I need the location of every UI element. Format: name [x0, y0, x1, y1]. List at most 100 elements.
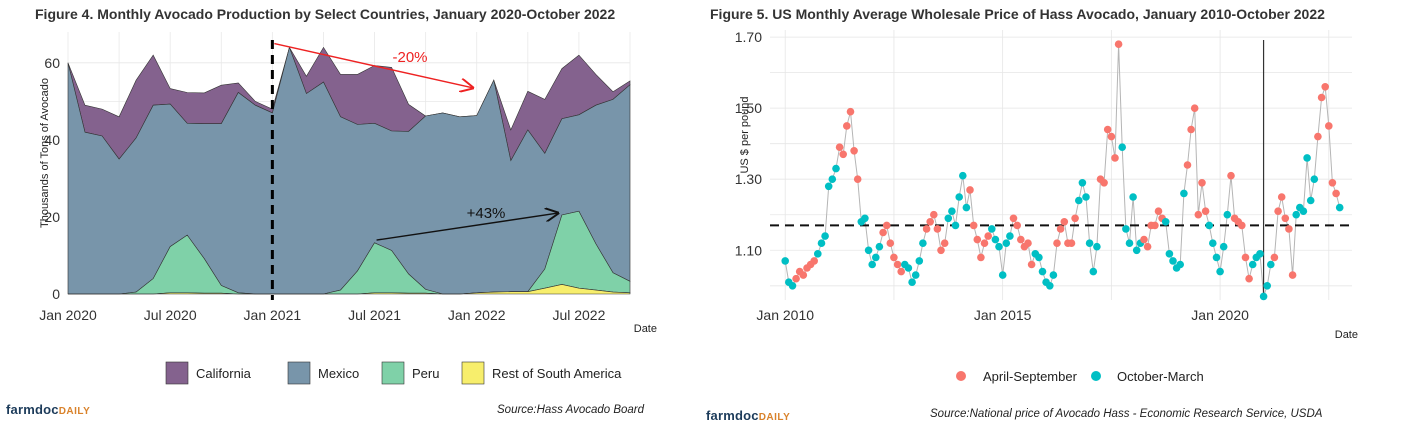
point-april-september [1111, 154, 1119, 162]
point-october-march [1078, 179, 1087, 187]
point-april-september [850, 147, 858, 155]
x-tick-label: Jan 2021 [244, 307, 302, 323]
point-october-march [1122, 225, 1130, 233]
y-tick-label: 1.50 [735, 100, 762, 116]
point-october-march [1306, 196, 1315, 205]
point-october-march [1118, 143, 1126, 151]
point-october-march [875, 242, 884, 251]
point-april-september [933, 225, 942, 233]
point-april-september [977, 253, 985, 262]
x-tick-label: Jan 2022 [448, 307, 506, 323]
figure-4-source: Source:Hass Avocado Board [497, 404, 645, 416]
point-april-september [897, 267, 905, 276]
point-october-march [1299, 207, 1308, 215]
point-october-march [995, 242, 1003, 251]
y-tick-label: 1.70 [735, 29, 762, 45]
y-tick-label: 20 [44, 209, 60, 225]
point-april-september [1154, 207, 1163, 215]
point-april-september [1053, 239, 1061, 247]
point-october-march [998, 271, 1007, 279]
legend-label: Peru [412, 366, 439, 381]
point-october-march [1256, 250, 1264, 258]
point-april-september [1325, 122, 1333, 130]
legend-swatch [461, 361, 485, 385]
point-october-march [1046, 282, 1054, 290]
point-april-september [940, 239, 949, 247]
point-october-march [1292, 210, 1300, 219]
point-april-september [984, 232, 992, 240]
point-april-september [1288, 271, 1297, 279]
point-april-september [1013, 221, 1021, 230]
area-rest-of-south-america [68, 284, 631, 295]
point-april-september [1245, 274, 1253, 283]
point-april-september [886, 239, 895, 247]
point-april-september [839, 150, 847, 159]
point-october-march [1049, 271, 1058, 279]
point-april-september [799, 271, 808, 279]
figure-5-title: Figure 5. US Monthly Average Wholesale P… [710, 6, 1325, 22]
point-april-september [1024, 239, 1032, 247]
point-april-september [1285, 225, 1293, 233]
point-april-september [1314, 132, 1322, 141]
point-october-march [1165, 250, 1174, 258]
point-october-march [948, 207, 956, 215]
point-april-september [1194, 210, 1203, 219]
x-tick-label: Jul 2021 [348, 307, 401, 323]
point-october-march [1038, 267, 1047, 276]
point-april-september [1140, 235, 1148, 244]
point-october-march [1205, 221, 1213, 230]
point-april-september [969, 221, 978, 230]
y-tick-label: 1.30 [735, 171, 762, 187]
point-april-september [879, 228, 887, 237]
point-october-march [817, 239, 826, 247]
point-october-march [788, 282, 797, 290]
y-tick-label: 40 [44, 132, 60, 148]
legend-label: Rest of South America [492, 366, 622, 381]
point-october-march [908, 278, 916, 287]
y-axis-title: Thousands of Tons of Avocado [39, 78, 51, 228]
point-april-september [843, 122, 851, 130]
x-tick-label: Jul 2020 [144, 307, 197, 323]
x-tick-label: Jul 2022 [552, 307, 605, 323]
point-october-march [1259, 292, 1268, 301]
point-october-march [1223, 210, 1232, 219]
point-april-september [930, 210, 938, 219]
x-axis-title: Date [634, 323, 657, 335]
y-tick-label: 1.10 [735, 242, 762, 258]
point-october-march [1089, 267, 1098, 276]
point-april-september [1114, 40, 1123, 48]
point-april-september [1241, 253, 1250, 262]
point-october-march [919, 239, 927, 247]
point-october-march [1129, 193, 1137, 201]
point-april-september [1056, 225, 1065, 233]
point-october-march [1216, 267, 1224, 276]
point-april-september [1103, 125, 1112, 134]
point-april-september [1321, 83, 1329, 91]
x-tick-label: Jan 2015 [974, 307, 1032, 323]
point-october-march [1209, 239, 1217, 247]
point-october-march [1002, 239, 1011, 247]
point-october-march [868, 260, 876, 269]
point-october-march [872, 253, 880, 262]
point-october-march [1075, 196, 1083, 205]
point-april-september [1201, 207, 1210, 215]
point-april-september [893, 260, 902, 269]
y-tick-label: 60 [44, 55, 60, 71]
point-october-march [1263, 282, 1271, 290]
point-april-september [980, 239, 989, 247]
x-tick-label: Jan 2020 [1191, 307, 1249, 323]
figure-4-title: Figure 4. Monthly Avocado Production by … [35, 6, 616, 22]
arrow-plus-43 [376, 213, 558, 241]
point-october-march [1176, 260, 1184, 269]
point-april-september [1317, 93, 1326, 102]
point-october-march [1212, 253, 1221, 262]
point-april-september [1190, 104, 1199, 112]
point-april-september [1151, 221, 1159, 230]
point-october-march [915, 257, 924, 265]
point-october-march [944, 214, 953, 223]
point-october-march [1006, 232, 1014, 240]
point-april-september [835, 143, 844, 151]
point-october-march [1169, 257, 1177, 265]
point-october-march [1267, 260, 1275, 269]
point-october-march [1248, 260, 1257, 269]
